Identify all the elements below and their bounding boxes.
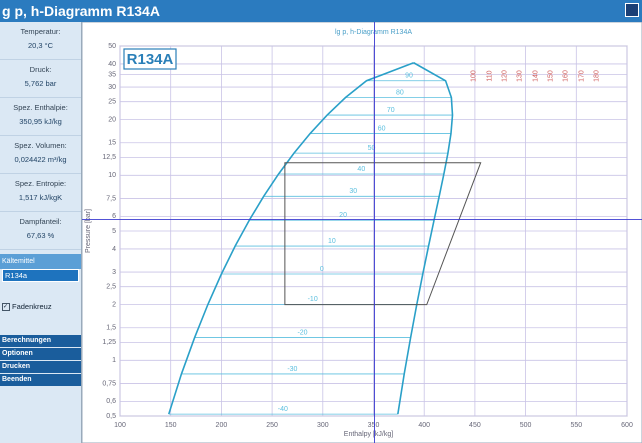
field: Temperatur: 20,3 °C xyxy=(0,22,81,60)
x-tick-label: 300 xyxy=(317,422,329,429)
y-tick-label: 12,5 xyxy=(102,154,116,161)
y-tick-label: 0,5 xyxy=(106,413,116,420)
isotherm-label: 80 xyxy=(396,89,404,96)
field-value: 67,63 % xyxy=(26,231,55,240)
y-tick-label: 2,5 xyxy=(106,284,116,291)
superheat-label: 130 xyxy=(516,70,523,82)
superheat-label: 120 xyxy=(501,70,508,82)
field-value: 5,762 bar xyxy=(24,79,57,88)
y-tick-label: 3 xyxy=(112,269,116,276)
y-tick-label: 20 xyxy=(108,116,116,123)
field-label: Temperatur: xyxy=(20,27,61,36)
menu: Berechnungen Optionen Drucken Beenden xyxy=(0,335,81,387)
superheat-label: 150 xyxy=(547,70,554,82)
isotherm-label: 30 xyxy=(349,188,357,195)
y-tick-label: 0,75 xyxy=(102,380,116,387)
refrigerant-label: Kältemittel xyxy=(0,254,81,269)
y-tick-label: 25 xyxy=(108,99,116,106)
field-label: Dampfanteil: xyxy=(19,217,62,226)
x-tick-label: 350 xyxy=(368,422,380,429)
checkbox-label[interactable]: Fadenkreuz xyxy=(12,302,52,312)
field: Spez. Volumen: 0,024422 m³/kg xyxy=(0,136,81,174)
field-value: 350,95 kJ/kg xyxy=(19,117,62,126)
cycle xyxy=(284,162,482,306)
x-tick-label: 450 xyxy=(469,422,481,429)
field-value: 1,517 kJ/kgK xyxy=(18,193,63,202)
checkbox[interactable]: ✓ Fadenkreuz xyxy=(2,302,81,312)
menu-item[interactable]: Drucken xyxy=(0,361,81,374)
y-tick-label: 2 xyxy=(112,301,116,308)
sidebar: Temperatur: 20,3 °C Druck: 5,762 bar Spez. E… xyxy=(0,22,82,443)
superheat-label: 140 xyxy=(532,70,539,82)
y-tick-label: 1 xyxy=(112,357,116,364)
y-tick-label: 50 xyxy=(108,43,116,50)
menu-item[interactable]: Beenden xyxy=(0,374,81,387)
y-tick-label: 10 xyxy=(108,172,116,179)
y-tick-label: 5 xyxy=(112,228,116,235)
field: Spez. Entropie: 1,517 kJ/kgK xyxy=(0,174,81,212)
y-tick-label: 35 xyxy=(108,72,116,79)
saturation-line xyxy=(168,62,414,415)
field-value: 20,3 °C xyxy=(27,41,54,50)
isotherm-label: 0 xyxy=(320,266,324,273)
isotherm-label: 20 xyxy=(339,212,347,219)
isotherm-label: -30 xyxy=(287,366,297,373)
y-tick-label: 30 xyxy=(108,84,116,91)
y-tick-label: 7,5 xyxy=(106,195,116,202)
field-label: Spez. Entropie: xyxy=(14,179,67,188)
field-label: Spez. Enthalpie: xyxy=(13,103,68,112)
isotherm-label: -10 xyxy=(308,296,318,303)
superheat-label: 180 xyxy=(593,70,600,82)
field-label: Druck: xyxy=(29,65,52,74)
chart-title: lg p, h-Diagramm R134A xyxy=(335,29,412,36)
window-icon xyxy=(625,3,639,17)
field-value: 0,024422 m³/kg xyxy=(14,155,67,164)
field: Dampfanteil: 67,63 % xyxy=(0,212,81,250)
isotherm-label: 90 xyxy=(405,73,413,80)
y-tick-label: 15 xyxy=(108,140,116,147)
refrigerant-select[interactable]: R134a xyxy=(2,269,79,282)
field: Spez. Enthalpie: 350,95 kJ/kg xyxy=(0,98,81,136)
isotherm-label: 50 xyxy=(368,145,376,152)
saturation-line xyxy=(397,62,454,415)
field: Druck: 5,762 bar xyxy=(0,60,81,98)
title-bar: g p, h-Diagramm R134A xyxy=(0,0,642,22)
x-tick-label: 200 xyxy=(216,422,228,429)
x-tick-label: 250 xyxy=(266,422,278,429)
field-label: Spez. Volumen: xyxy=(14,141,67,150)
y-tick-label: 40 xyxy=(108,61,116,68)
isotherm-label: 70 xyxy=(387,107,395,114)
x-tick-label: 600 xyxy=(621,422,633,429)
y-axis-label: Pressure [bar] xyxy=(85,209,92,253)
menu-item[interactable]: Optionen xyxy=(0,348,81,361)
x-tick-label: 100 xyxy=(114,422,126,429)
isotherm-label: -40 xyxy=(278,406,288,413)
window-title: g p, h-Diagramm R134A xyxy=(2,3,160,19)
isotherm-label: -20 xyxy=(297,329,307,336)
superheat-label: 100 xyxy=(471,70,478,82)
y-tick-label: 6 xyxy=(112,213,116,220)
x-axis-label: Enthalpy [kJ/kg] xyxy=(344,431,393,438)
checkbox-box[interactable]: ✓ xyxy=(2,303,10,312)
isotherm-label: 60 xyxy=(378,125,386,132)
x-tick-label: 150 xyxy=(165,422,177,429)
y-tick-label: 1,5 xyxy=(106,325,116,332)
superheat-label: 160 xyxy=(562,70,569,82)
superheat-label: 170 xyxy=(578,70,585,82)
y-tick-label: 4 xyxy=(112,246,116,253)
isotherm-label: 40 xyxy=(357,166,365,173)
y-tick-label: 0,6 xyxy=(106,398,116,405)
x-tick-label: 550 xyxy=(570,422,582,429)
superheat-label: 110 xyxy=(486,70,493,81)
isotherm-label: 10 xyxy=(328,238,336,245)
x-tick-label: 400 xyxy=(418,422,430,429)
y-tick-label: 1,25 xyxy=(102,339,116,346)
x-tick-label: 500 xyxy=(520,422,532,429)
label-box xyxy=(123,48,177,70)
menu-item[interactable]: Berechnungen xyxy=(0,335,81,348)
refrigerant-label: R134A xyxy=(127,51,174,68)
